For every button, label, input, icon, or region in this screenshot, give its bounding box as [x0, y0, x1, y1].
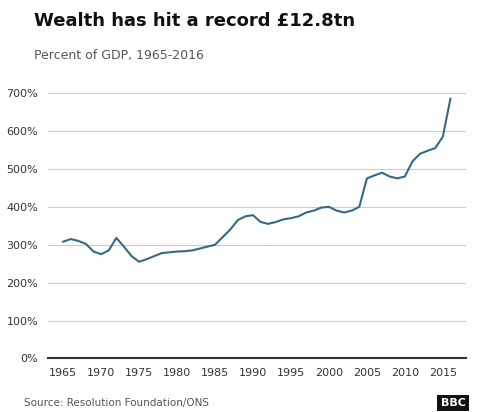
Text: Source: Resolution Foundation/ONS: Source: Resolution Foundation/ONS	[24, 398, 209, 408]
Text: Percent of GDP, 1965-2016: Percent of GDP, 1965-2016	[34, 49, 204, 63]
Text: BBC: BBC	[441, 398, 466, 408]
Text: Wealth has hit a record £12.8tn: Wealth has hit a record £12.8tn	[34, 12, 355, 30]
